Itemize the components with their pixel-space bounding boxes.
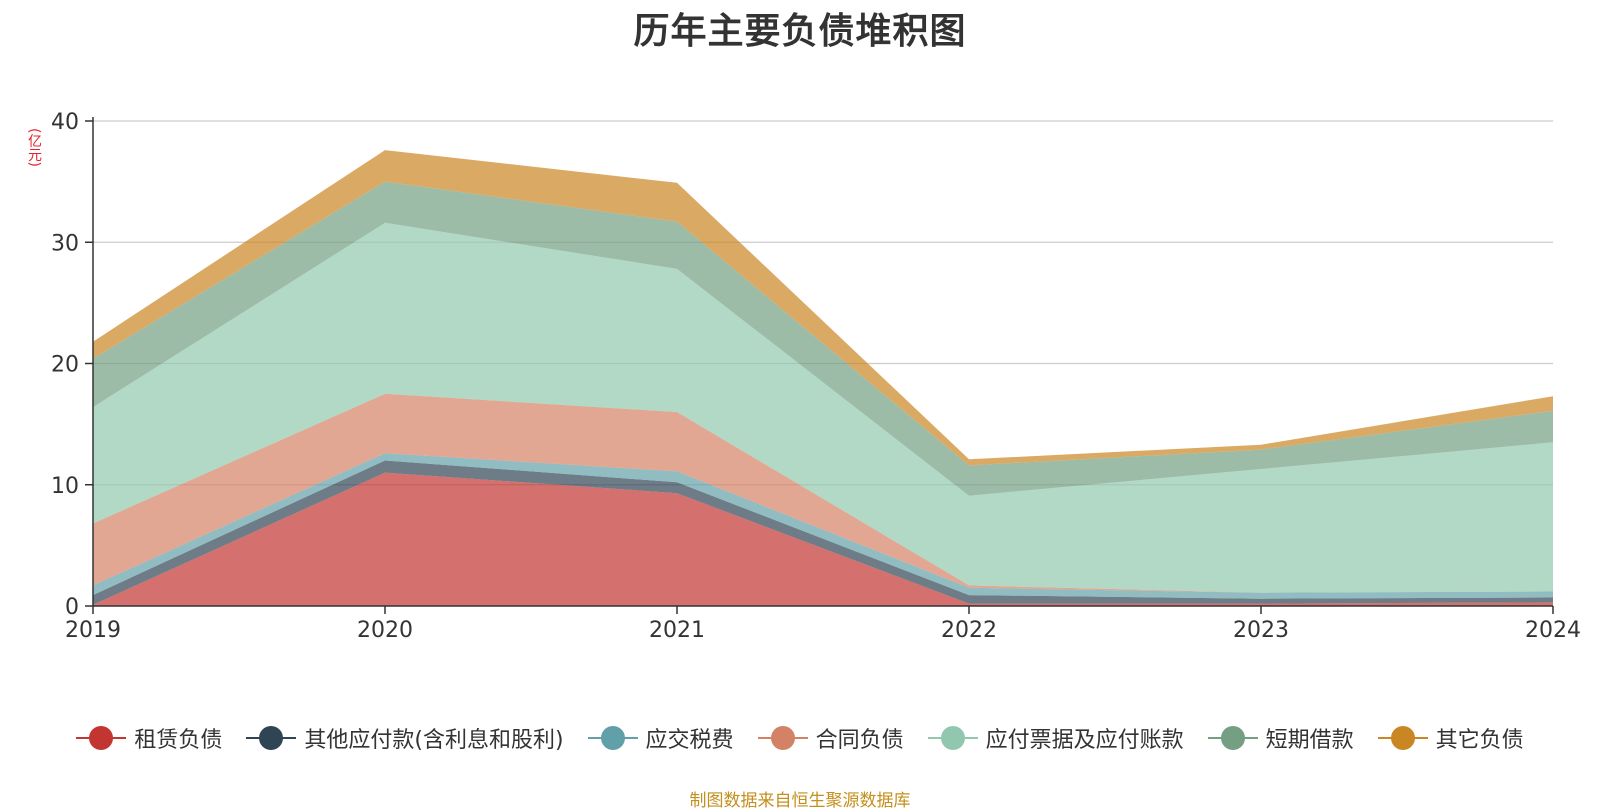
legend-label: 其他应付款(含利息和股利) [304, 728, 564, 753]
legend-marker-icon [927, 725, 978, 751]
legend-marker-icon [587, 725, 638, 751]
legend-label: 合同负债 [815, 728, 904, 753]
area-series [93, 150, 1553, 606]
legend-label: 应交税费 [645, 728, 734, 753]
legend-label: 短期借款 [1265, 728, 1354, 753]
x-tick-label: 2020 [357, 618, 413, 643]
area-4 [93, 393, 1553, 593]
legend-label: 租赁负债 [134, 728, 223, 753]
area-5 [93, 222, 1553, 593]
x-tick-labels: 2019 2020 2021 2022 2023 2024 [65, 618, 1581, 643]
legend-marker-icon [246, 725, 297, 751]
x-tick-label: 2022 [941, 618, 997, 643]
x-tick-label: 2024 [1525, 618, 1581, 643]
y-tick-label: 10 [51, 474, 79, 499]
legend-marker-icon [1207, 725, 1258, 751]
y-tick-label: 30 [51, 231, 79, 256]
chart-title: 历年主要负债堆积图 [633, 11, 967, 52]
legend-item[interactable]: 应交税费 [587, 722, 734, 754]
y-tick-label: 0 [65, 595, 79, 620]
legend-item[interactable]: 应付票据及应付账款 [927, 722, 1184, 754]
legend-marker-icon [757, 725, 808, 751]
y-axis-unit-label: (亿元) [26, 127, 42, 167]
legend-item[interactable]: 其它负债 [1377, 722, 1524, 754]
y-tick-labels: 0 10 20 30 40 [51, 110, 79, 620]
legend: 租赁负债 其他应付款(含利息和股利) 应交税费 合同负债 应付票据及应付账款 短期借款 其它… [0, 722, 1600, 754]
legend-item[interactable]: 其他应付款(含利息和股利) [246, 722, 564, 754]
legend-marker-icon [1377, 725, 1428, 751]
x-tick-label: 2023 [1233, 618, 1289, 643]
x-tick-label: 2021 [649, 618, 705, 643]
x-tick-label: 2019 [65, 618, 121, 643]
y-tick-label: 20 [51, 353, 79, 378]
legend-item[interactable]: 租赁负债 [76, 722, 222, 754]
legend-item[interactable]: 合同负债 [757, 722, 904, 754]
y-tick-label: 40 [51, 110, 79, 135]
legend-item[interactable]: 短期借款 [1207, 722, 1354, 754]
axes [85, 117, 1554, 614]
legend-label: 应付票据及应付账款 [985, 728, 1184, 753]
data-source-note: 制图数据来自恒生聚源数据库 [689, 791, 911, 811]
legend-label: 其它负债 [1435, 728, 1524, 753]
area-1 [93, 472, 1553, 606]
legend-marker-icon [76, 725, 127, 751]
